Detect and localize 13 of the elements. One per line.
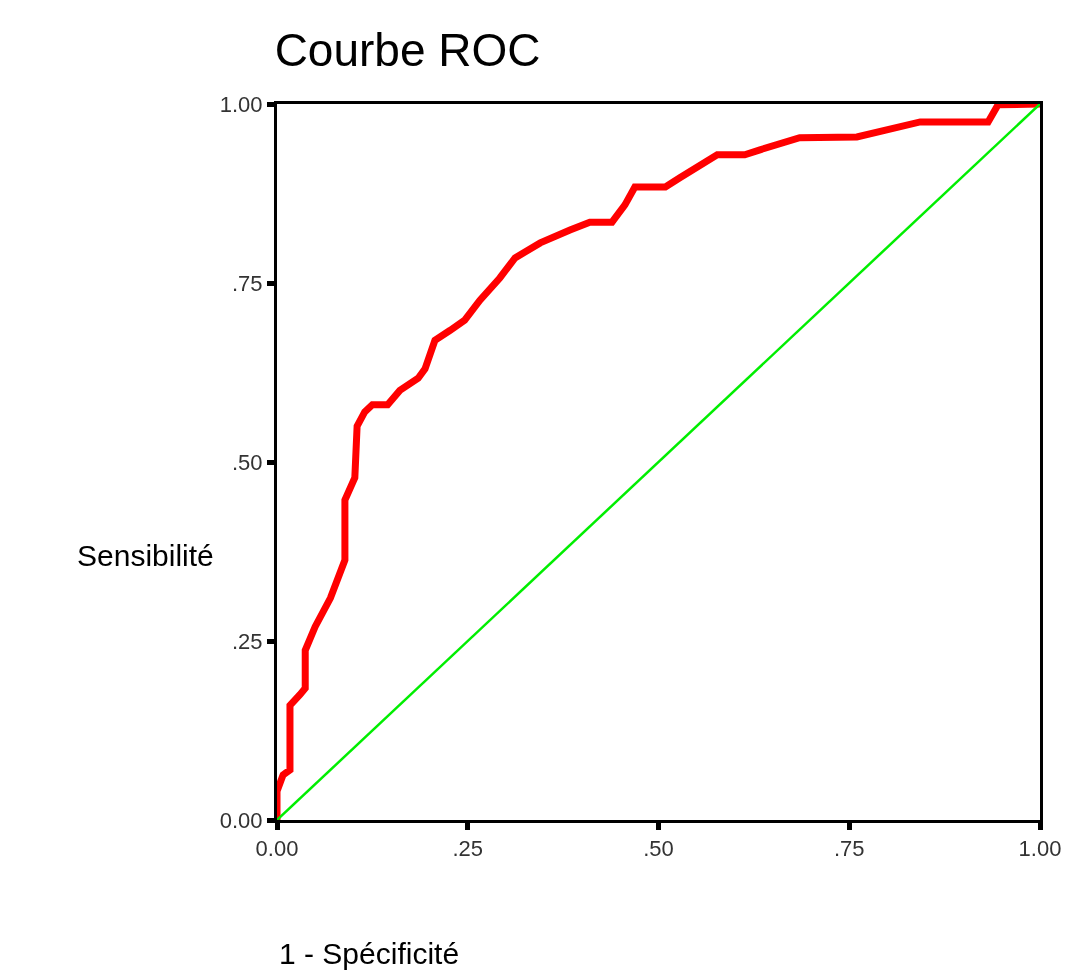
y-tick-label: 1.00	[219, 91, 263, 117]
y-tick-label: .50	[232, 449, 263, 475]
x-axis-title: 1 - Spécificité	[279, 937, 460, 970]
x-tick-label: .50	[643, 836, 674, 862]
x-tick-label: 0.00	[255, 836, 299, 862]
y-tick-label: .75	[232, 270, 263, 296]
y-tick-label: .25	[232, 628, 263, 654]
y-axis-title: Sensibilité	[77, 539, 214, 572]
x-tick-label: .75	[833, 836, 865, 862]
chart-title: Courbe ROC	[274, 24, 541, 77]
y-tick-label: 0.00	[219, 807, 263, 833]
x-tick-label: .25	[452, 836, 484, 862]
x-tick-label: 1.00	[1018, 836, 1062, 862]
